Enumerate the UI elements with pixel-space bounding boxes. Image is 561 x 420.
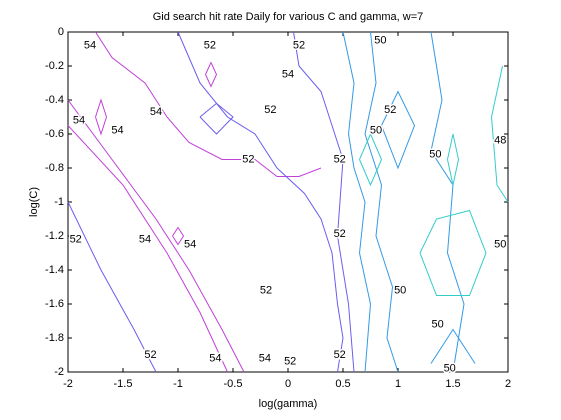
y-tick-label: -0.8: [45, 162, 64, 174]
contour-line: [342, 31, 372, 373]
contour-label: 52: [293, 40, 305, 52]
contour-line: [490, 65, 509, 203]
contour-line: [95, 98, 108, 136]
x-tick-label: -1.5: [114, 378, 133, 390]
contour-label: 54: [150, 106, 162, 118]
plot-area: [67, 31, 509, 373]
contour-label: 52: [242, 153, 254, 165]
contour-label: 52: [144, 349, 156, 361]
contour-line: [293, 31, 355, 373]
contour-line: [447, 133, 460, 186]
y-tick-label: -1.6: [45, 298, 64, 310]
contour-label: 50: [394, 284, 406, 296]
contour-label: 52: [384, 104, 396, 116]
x-tick-label: 2: [505, 378, 511, 390]
x-tick-label: 1: [395, 378, 401, 390]
contour-label: 50: [431, 318, 443, 330]
x-axis-label: log(gamma): [259, 398, 318, 410]
contour-line: [419, 209, 487, 296]
chart-title: Gid search hit rate Daily for various C …: [153, 11, 424, 23]
contour-line: [67, 201, 157, 373]
contour-line: [430, 328, 476, 364]
contour-label: 48: [494, 135, 506, 147]
contour-label: 52: [334, 228, 346, 240]
contour-line: [359, 132, 383, 187]
contour-label: 50: [370, 125, 382, 137]
y-tick-label: -1.2: [45, 230, 64, 242]
x-tick-label: 0.5: [335, 378, 350, 390]
contour-label: 54: [139, 233, 151, 245]
contour-line: [95, 31, 322, 177]
y-tick-label: 0: [58, 26, 64, 38]
contour-line: [205, 61, 218, 88]
contour-line: [67, 99, 245, 373]
contour-label: 54: [84, 40, 96, 52]
contour-label: 54: [209, 352, 221, 364]
contour-label: 54: [73, 114, 85, 126]
y-tick-label: -1: [54, 196, 64, 208]
contour-label: 52: [284, 356, 296, 368]
x-tick-label: -1: [173, 378, 183, 390]
contour-label: 52: [334, 153, 346, 165]
x-tick-label: 1.5: [445, 378, 460, 390]
y-tick-label: -1.4: [45, 264, 64, 276]
y-tick-label: -0.6: [45, 128, 64, 140]
contour-label: 50: [374, 34, 386, 46]
contour-line: [172, 226, 185, 246]
contour-label: 50: [444, 363, 456, 375]
contour-line: [67, 125, 228, 373]
x-tick-label: 0: [285, 378, 291, 390]
contour-line: [381, 90, 416, 170]
x-tick-label: -0.5: [224, 378, 243, 390]
contour-label: 52: [264, 104, 276, 116]
contour-line: [177, 31, 344, 373]
contour-label: 54: [259, 352, 271, 364]
y-tick-label: -0.2: [45, 60, 64, 72]
contour-label: 52: [70, 233, 82, 245]
y-tick-label: -0.4: [45, 94, 64, 106]
contour-label: 54: [111, 125, 123, 137]
contour-label: 50: [429, 148, 441, 160]
y-tick-label: -2: [54, 366, 64, 378]
contour-line: [199, 102, 234, 135]
contour-label: 54: [184, 238, 196, 250]
y-tick-label: -1.8: [45, 332, 64, 344]
contour-line: [364, 31, 399, 373]
contour-label: 52: [260, 284, 272, 296]
contour-label: 52: [334, 349, 346, 361]
contour-label: 54: [282, 68, 294, 80]
y-axis-label: log(C): [28, 187, 40, 217]
contour-label: 52: [204, 40, 216, 52]
contour-label: 50: [494, 238, 506, 250]
x-tick-label: -2: [63, 378, 73, 390]
